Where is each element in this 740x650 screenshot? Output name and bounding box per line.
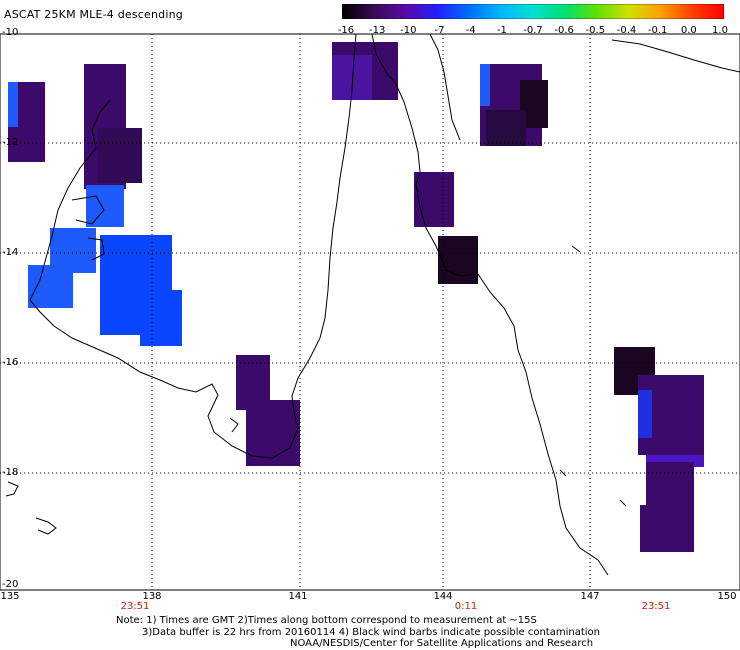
lon-label: 138 <box>142 591 162 602</box>
swath-block <box>140 290 182 346</box>
swath-block <box>486 110 526 146</box>
graticule <box>0 34 740 590</box>
map-frame <box>0 33 740 591</box>
lon-label: 144 <box>433 591 453 602</box>
colorbar-tick-label: 1.0 <box>712 25 728 36</box>
swath-block <box>438 236 478 284</box>
lon-label: 135 <box>0 591 20 602</box>
time-label: 23:51 <box>120 601 150 612</box>
colorbar-tick-label: -0.6 <box>554 25 574 36</box>
colorbar-tick-label: -7 <box>434 25 445 36</box>
time-label: 0:11 <box>454 601 478 612</box>
swath-block <box>480 64 490 106</box>
swath-block <box>638 390 652 438</box>
colorbar-tick-label: -0.4 <box>616 25 637 36</box>
lat-label: -16 <box>2 357 19 368</box>
swath-layer <box>8 42 704 552</box>
lon-label: 150 <box>717 591 737 602</box>
colorbar-tick-label: -0.5 <box>585 25 606 36</box>
swath-block <box>97 128 142 183</box>
colorbar <box>342 4 724 19</box>
note-line-1: Note: 1) Times are GMT 2)Times along bot… <box>116 615 537 626</box>
colorbar-tick-label: -1 <box>496 25 507 36</box>
colorbar-tick-label: -4 <box>465 25 476 36</box>
colorbar-tick-label: -13 <box>368 25 386 36</box>
colorbar-tick-label: -16 <box>337 25 355 36</box>
lat-label: -14 <box>2 247 19 258</box>
swath-block <box>640 505 670 552</box>
colorbar-tick-label: -0.7 <box>523 25 543 36</box>
colorbar-tick-label: -10 <box>400 25 417 36</box>
map-title: ASCAT 25KM MLE-4 descending <box>4 8 183 21</box>
time-label: 23:51 <box>641 601 671 612</box>
swath-block <box>8 82 18 127</box>
swath-block <box>414 172 454 227</box>
colorbar-tick-label: -0.1 <box>647 25 668 36</box>
lat-label: -18 <box>2 467 19 478</box>
lat-label: -20 <box>2 579 19 590</box>
swath-block <box>28 265 73 308</box>
lat-label: -10 <box>2 27 19 38</box>
swath-block <box>246 400 300 466</box>
note-line-2: 3)Data buffer is 22 hrs from 20160114 4)… <box>142 627 600 638</box>
colorbar-tick-label: 0.0 <box>680 25 697 36</box>
swath-block <box>86 185 124 227</box>
lon-label: 141 <box>288 591 308 602</box>
coastline <box>5 33 740 576</box>
lon-label: 147 <box>580 591 600 602</box>
note-line-3: NOAA/NESDIS/Center for Satellite Applica… <box>290 638 594 649</box>
lat-label: -12 <box>2 137 19 148</box>
